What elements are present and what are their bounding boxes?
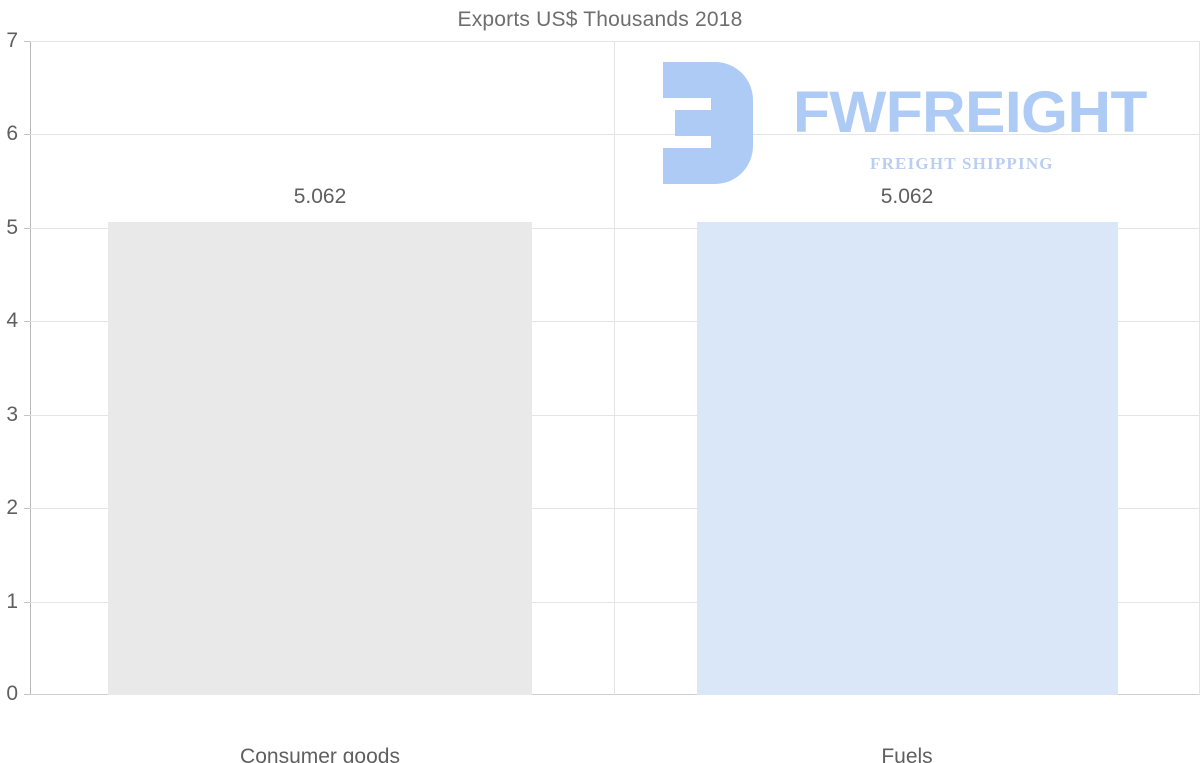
y-tick-mark-3 [24,415,30,416]
y-tick-label-3: 3 [6,403,18,426]
gridline-y-1 [30,602,1200,603]
gridline-y-3 [30,415,1200,416]
bar-value-label-consumer-goods: 5.062 [293,185,347,208]
y-tick-mark-4 [24,321,30,322]
y-tick-label-1: 1 [6,590,18,613]
y-tick-label-4: 4 [6,309,18,332]
y-tick-mark-6 [24,134,30,135]
y-tick-mark-0 [24,694,30,695]
bar-consumer-goods[interactable] [108,222,532,695]
chart-title: Exports US$ Thousands 2018 [457,8,743,31]
y-axis-line [30,41,31,695]
gridline-y-4 [30,321,1200,322]
x-tick-label-fuels: Fuels [881,745,933,763]
bar-value-label-fuels: 5.062 [880,185,934,208]
gridline-y-0 [30,694,1200,695]
y-tick-label-0: 0 [6,682,18,705]
x-tick-label-consumer-goods: Consumer goods [240,745,400,763]
y-tick-label-5: 5 [6,216,18,239]
bar-fuels[interactable] [697,222,1118,695]
y-tick-mark-2 [24,508,30,509]
y-tick-label-6: 6 [6,122,18,145]
y-tick-mark-7 [24,41,30,42]
gridline-y-5 [30,228,1200,229]
y-tick-label-7: 7 [6,29,18,52]
gridline-y-7 [30,41,1200,42]
gridline-y-2 [30,508,1200,509]
y-tick-mark-5 [24,228,30,229]
plot-area: 7 6 5 4 3 2 1 0 5.062 Consumer goods 5.0… [6,29,1200,763]
gridline-x-center [614,41,615,695]
gridline-y-6 [30,134,1200,135]
y-tick-label-2: 2 [6,496,18,519]
y-tick-mark-1 [24,602,30,603]
